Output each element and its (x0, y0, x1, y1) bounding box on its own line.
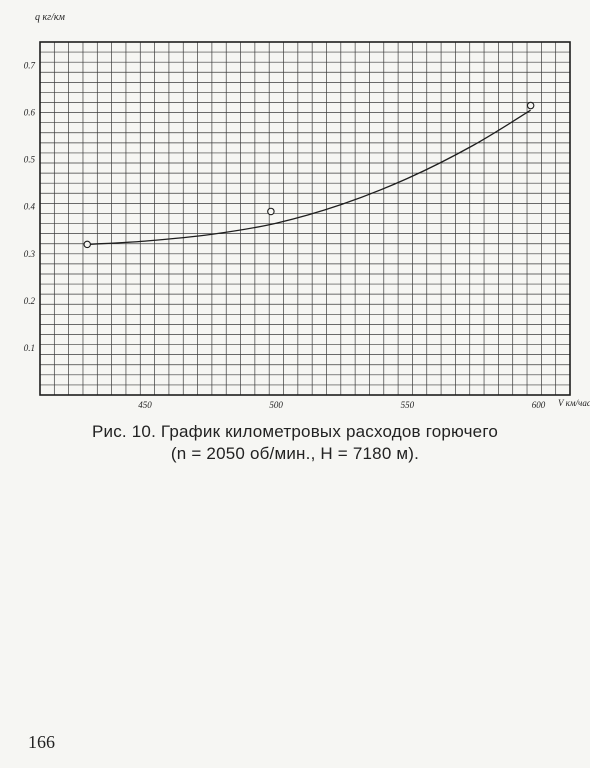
y-tick-label: 0.6 (24, 108, 36, 118)
y-tick-label: 0.3 (24, 249, 36, 259)
plot-frame (39, 41, 571, 396)
page-number: 166 (28, 732, 55, 752)
x-axis-label: V км/час (558, 398, 590, 408)
measured-point (267, 207, 275, 216)
measured-point (83, 240, 91, 249)
x-tick-label: 500 (269, 400, 283, 410)
y-axis-label: q кг/км (35, 12, 66, 23)
y-tick-label: 0.1 (24, 343, 35, 353)
x-tick-label: 600 (532, 400, 546, 410)
figure-caption-conditions: (n = 2050 об/мин., H = 7180 м). (170, 444, 420, 463)
x-tick-label: 550 (401, 400, 415, 410)
measured-point (526, 101, 535, 110)
y-tick-label: 0.4 (24, 202, 36, 212)
chart-ticks: 450 500 550 600 0.1 0.2 0.3 0.4 0.5 0.6 0.7 (24, 61, 546, 410)
y-tick-label: 0.7 (24, 61, 36, 71)
fuel-consumption-curve (87, 109, 531, 246)
figure-caption-title: Рис. 10. График километровых расходов го… (91, 422, 499, 441)
chart-series (83, 101, 535, 249)
y-tick-label: 0.5 (24, 155, 36, 165)
x-tick-label: 450 (138, 400, 152, 410)
y-tick-label: 0.2 (24, 296, 36, 306)
chart-frame (39, 41, 571, 396)
fuel-consumption-chart: 450 500 550 600 0.1 0.2 0.3 0.4 0.5 0.6 0.7 q кг/к… (24, 12, 590, 410)
chart-grid (39, 41, 571, 396)
